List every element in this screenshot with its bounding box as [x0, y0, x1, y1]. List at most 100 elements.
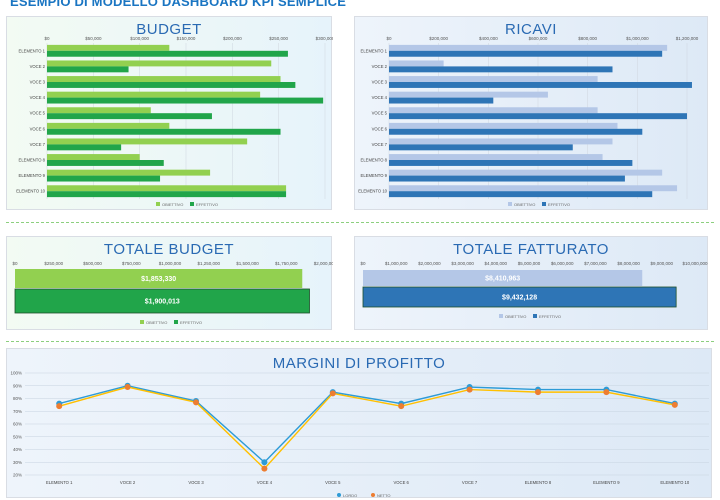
bar-obiettivo — [47, 154, 140, 160]
bar-effettivo — [47, 128, 281, 135]
totale-fatturato-panel: TOTALE FATTURATO $0 $1,000,000 $2,000,000 $… — [354, 236, 708, 330]
point-netto — [56, 403, 63, 410]
legend-swatch-lordo — [337, 493, 341, 497]
ricavi-chart: $0 $200,000 $400,000 $600,000 $800,000 $1,000… — [358, 36, 699, 207]
point-netto — [671, 401, 678, 408]
x-tick-label: VOCE 6 — [394, 480, 410, 485]
legend-label-effettivo: EFFETTIVO — [539, 314, 561, 319]
budget-panel: BUDGET $0 $50,000 $100,000 $150,000 $200,000… — [6, 16, 333, 210]
category-label: ELEMENTO 9 — [19, 173, 46, 178]
line-netto — [59, 386, 675, 470]
bar-effettivo — [14, 288, 310, 314]
point-netto — [193, 399, 199, 406]
bar-obiettivo — [389, 154, 603, 160]
category-label: ELEMENTO 10 — [16, 189, 45, 194]
bar-effettivo — [389, 175, 625, 182]
point-netto — [124, 384, 131, 391]
legend-label-obiettivo: OBIETTIVO — [514, 202, 535, 207]
y-tick-label: 90% — [13, 383, 22, 388]
x-tick-label: ELEMENTO 9 — [593, 480, 620, 485]
y-tick-label: 50% — [13, 434, 22, 439]
point-netto — [603, 389, 610, 396]
bar-effettivo — [389, 97, 494, 104]
legend-label-effettivo: EFFETTIVO — [180, 320, 202, 325]
x-tick-label: $500,000 — [83, 261, 102, 266]
bar-effettivo — [389, 66, 613, 73]
category-label: VOCE 6 — [372, 126, 388, 131]
x-tick-label: $10,000,000 — [682, 261, 708, 266]
x-tick-label: $3,000,000 — [451, 261, 474, 266]
category-label: ELEMENTO 1 — [19, 48, 46, 53]
bar-obiettivo — [47, 185, 287, 192]
bar-obiettivo — [47, 107, 151, 114]
bar-effettivo — [47, 50, 288, 57]
bar-obiettivo — [389, 169, 663, 176]
x-tick-label: $7,000,000 — [584, 261, 607, 266]
bar-obiettivo — [389, 185, 678, 192]
y-tick-label: 80% — [13, 396, 22, 401]
totale-fatturato-chart: $0 $1,000,000 $2,000,000 $3,000,000 $4,000,0… — [360, 261, 708, 319]
bar-effettivo — [389, 191, 653, 198]
bar-effettivo — [47, 113, 212, 120]
x-tick-label: VOCE 3 — [188, 480, 204, 485]
bar-obiettivo — [47, 76, 281, 82]
legend-swatch-effettivo — [542, 202, 546, 206]
bar-obiettivo — [47, 169, 211, 176]
x-tick-label: ELEMENTO 8 — [525, 480, 552, 485]
x-tick-label: $8,000,000 — [617, 261, 640, 266]
x-tick-label: $50,000 — [85, 36, 102, 41]
legend-swatch-obiettivo — [508, 202, 512, 206]
budget-chart: $0 $50,000 $100,000 $150,000 $200,000 $250,00… — [16, 36, 333, 207]
page-title: ESEMPIO DI MODELLO DASHBOARD KPI SEMPLIC… — [10, 0, 347, 9]
bar-effettivo — [47, 160, 164, 166]
x-tick-label: $1,000,000 — [159, 261, 182, 266]
legend-swatch-obiettivo — [499, 314, 503, 318]
x-tick-label: ELEMENTO 1 — [46, 480, 73, 485]
x-tick-label: VOCE 7 — [462, 480, 478, 485]
title-bar: ESEMPIO DI MODELLO DASHBOARD KPI SEMPLIC… — [0, 0, 720, 12]
x-tick-label: $2,000,000 — [314, 261, 333, 266]
data-label-obiettivo: $1,853,330 — [141, 276, 176, 283]
x-tick-label: $200,000 — [223, 36, 242, 41]
x-tick-label: $800,000 — [578, 36, 597, 41]
bar-effettivo — [389, 160, 633, 166]
point-netto — [261, 465, 268, 472]
x-tick-label: $2,000,000 — [418, 261, 441, 266]
x-tick-label: $1,250,000 — [197, 261, 220, 266]
x-tick-label: $1,500,000 — [236, 261, 259, 266]
x-tick-label: $6,000,000 — [551, 261, 574, 266]
legend-label-effettivo: EFFETTIVO — [196, 202, 218, 207]
legend-swatch-effettivo — [174, 320, 178, 324]
bar-effettivo — [362, 286, 677, 308]
x-tick-label: $400,000 — [479, 36, 498, 41]
x-tick-label: VOCE 2 — [120, 480, 136, 485]
category-label: VOCE 2 — [372, 64, 388, 69]
category-label: VOCE 3 — [30, 80, 46, 85]
x-tick-label: VOCE 5 — [325, 480, 341, 485]
x-tick-label: $1,200,000 — [676, 36, 699, 41]
point-netto — [398, 403, 405, 410]
data-label-obiettivo: $8,410,963 — [485, 276, 520, 283]
bar-obiettivo — [15, 269, 303, 288]
bar-obiettivo — [389, 122, 618, 129]
x-tick-label: ELEMENTO 10 — [660, 480, 689, 485]
bar-obiettivo — [389, 60, 444, 67]
bar-effettivo — [389, 128, 643, 135]
bar-obiettivo — [47, 122, 170, 129]
x-tick-label: $750,000 — [122, 261, 141, 266]
x-tick-label: $150,000 — [177, 36, 196, 41]
x-tick-label: $600,000 — [529, 36, 548, 41]
category-label: ELEMENTO 1 — [361, 48, 388, 53]
bar-obiettivo — [389, 138, 613, 145]
x-tick-label: $9,000,000 — [651, 261, 674, 266]
legend-swatch-obiettivo — [140, 320, 144, 324]
y-tick-label: 100% — [10, 371, 22, 376]
totale-budget-panel: TOTALE BUDGET $0 $250,000 $500,000 $750,000… — [6, 236, 333, 330]
x-tick-label: $300,000 — [316, 36, 333, 41]
legend-swatch-effettivo — [190, 202, 194, 206]
category-label: ELEMENTO 8 — [361, 158, 388, 163]
category-label: VOCE 4 — [30, 95, 46, 100]
x-tick-label: $0 — [360, 261, 366, 266]
margini-title: MARGINI DI PROFITTO — [272, 355, 446, 372]
bar-obiettivo — [47, 60, 272, 67]
